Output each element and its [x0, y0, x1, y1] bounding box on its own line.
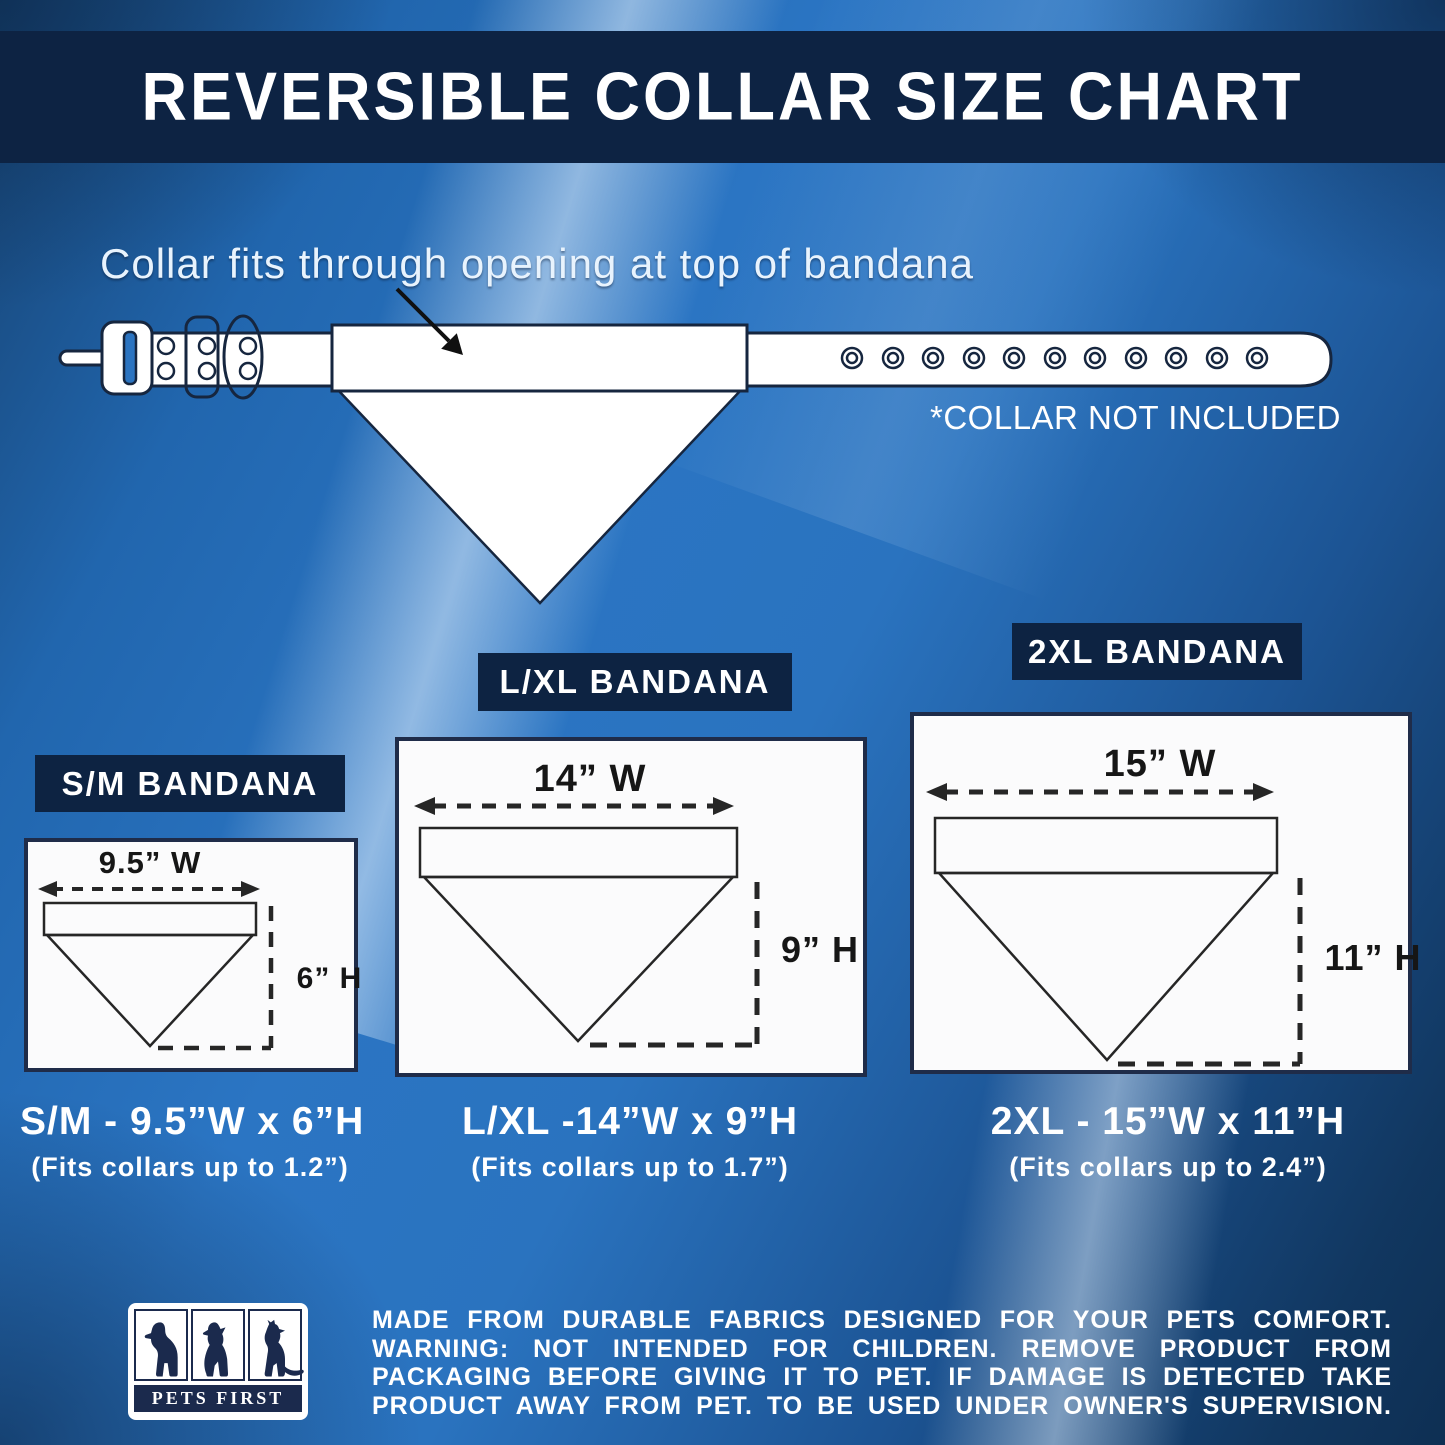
- sm-fits-text: (Fits collars up to 1.2”): [31, 1152, 349, 1182]
- title-banner: REVERSIBLE COLLAR SIZE CHART: [0, 31, 1445, 163]
- lxl-size-text: L/XL -14”W x 9”H: [461, 1100, 799, 1143]
- page-title: REVERSIBLE COLLAR SIZE CHART: [141, 59, 1304, 135]
- logo-frame: [191, 1309, 245, 1381]
- disclaimer-line: WARNING: NOT INTENDED FOR CHILDREN. REMO…: [372, 1334, 1392, 1363]
- lxl-fits-text: (Fits collars up to 1.7”): [471, 1152, 789, 1182]
- shepherd-tail: [283, 1366, 304, 1376]
- disclaimer-line: PRODUCT AWAY FROM PET. TO BE USED UNDER …: [372, 1391, 1392, 1420]
- disclaimer-text: MADE FROM DURABLE FABRICS DESIGNED FOR Y…: [372, 1306, 1392, 1420]
- 2xl-panel-label: 2XL BANDANA: [1012, 623, 1302, 680]
- sm-height-dimension: 6” H: [296, 962, 363, 995]
- logo-frame: [248, 1309, 304, 1381]
- disclaimer-line: PACKAGING BEFORE GIVING IT TO PET. IF DA…: [372, 1363, 1392, 1391]
- sm-panel-label: S/M BANDANA: [35, 755, 345, 812]
- logo-frame: [134, 1309, 188, 1381]
- lxl-panel-label: L/XL BANDANA: [478, 653, 792, 711]
- shepherd-dog-icon: [264, 1319, 304, 1377]
- 2xl-height-dimension: 11” H: [1324, 937, 1422, 978]
- sm-size-text: S/M - 9.5”W x 6”H: [20, 1100, 365, 1143]
- sm-width-dimension: 9.5” W: [98, 845, 202, 880]
- pets-first-logo: PETS FIRST: [128, 1303, 308, 1420]
- 2xl-width-dimension: 15” W: [1103, 743, 1217, 785]
- 2xl-fits-text: (Fits collars up to 2.4”): [1009, 1152, 1327, 1182]
- logo-dog-frames: [134, 1309, 304, 1381]
- brand-name: PETS FIRST: [134, 1385, 302, 1412]
- 2xl-size-text: 2XL - 15”W x 11”H: [990, 1100, 1346, 1143]
- begging-dog-icon: [202, 1322, 228, 1377]
- lxl-height-dimension: 9” H: [780, 929, 860, 970]
- hero-caption: Collar fits through opening at top of ba…: [100, 240, 974, 287]
- collar-not-included-note: *COLLAR NOT INCLUDED: [930, 399, 1341, 436]
- disclaimer-line: MADE FROM DURABLE FABRICS DESIGNED FOR Y…: [372, 1306, 1392, 1334]
- sitting-dog-icon: [144, 1322, 178, 1377]
- lxl-width-dimension: 14” W: [533, 758, 647, 800]
